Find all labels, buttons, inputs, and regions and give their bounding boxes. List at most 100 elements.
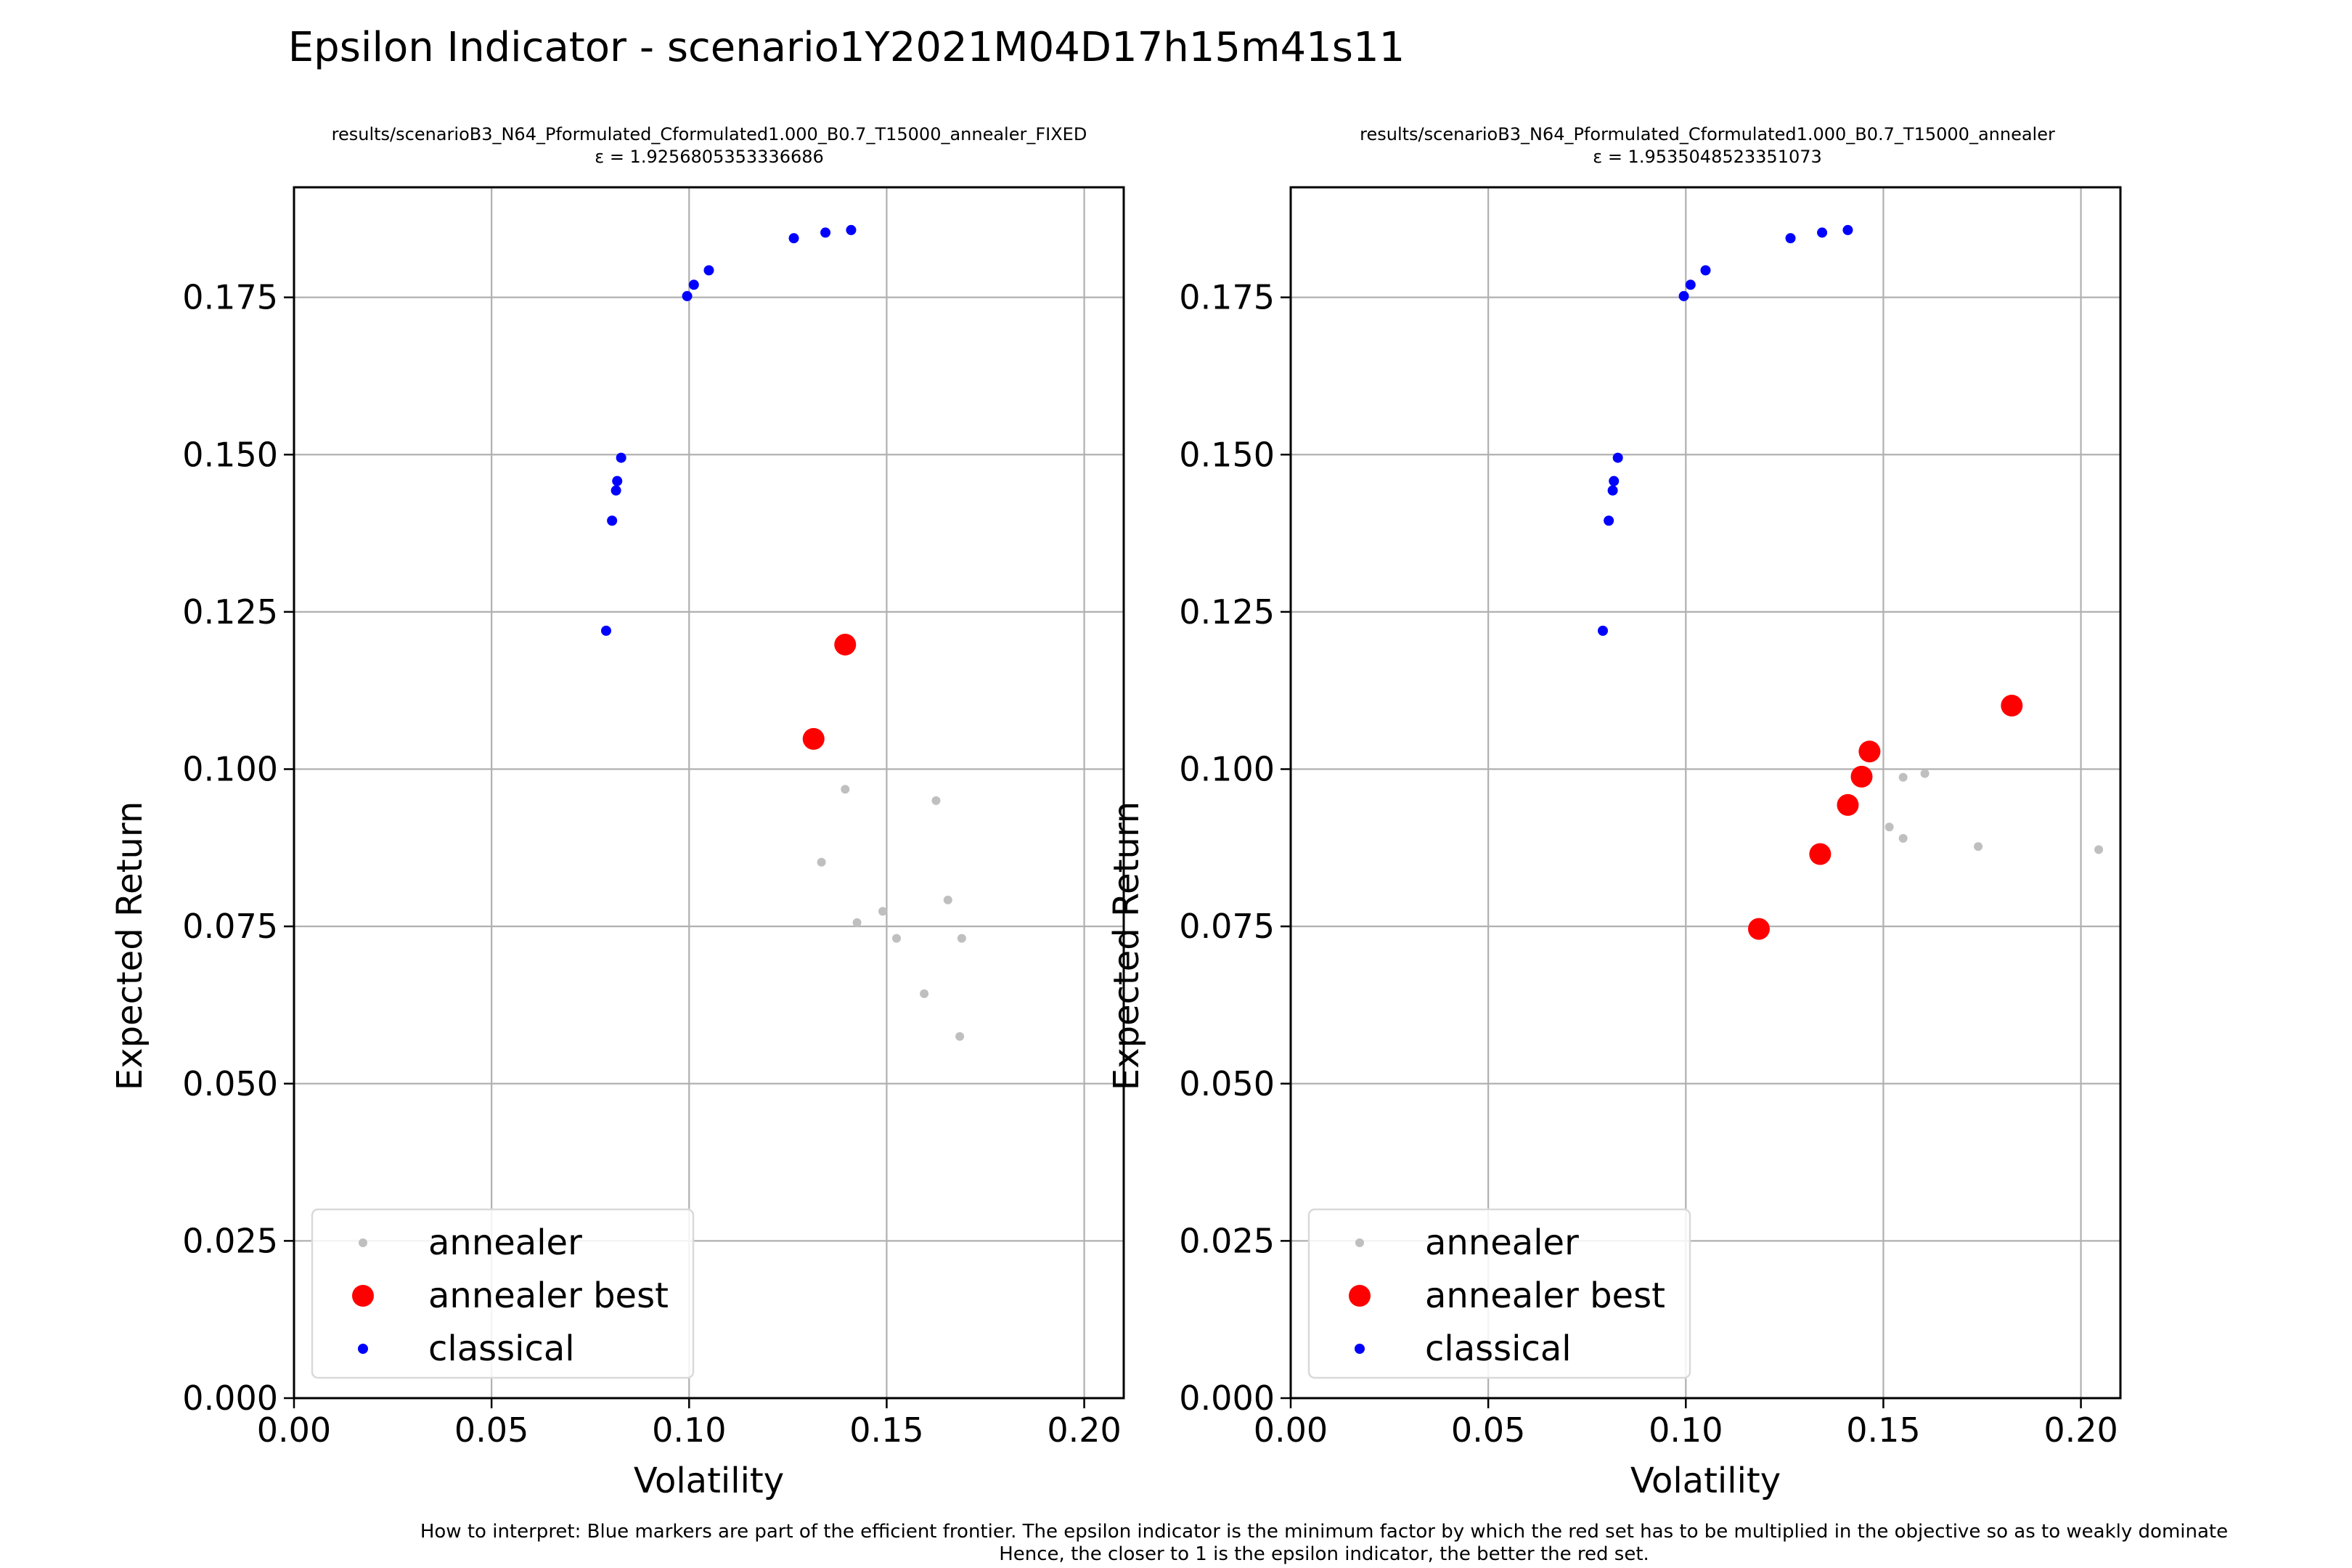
left-y-tick-label: 0.100 bbox=[182, 750, 278, 789]
right-annealer-point bbox=[1920, 769, 1930, 778]
footnote-line-2: Hence, the closer to 1 is the epsilon in… bbox=[999, 1543, 1649, 1565]
right-y-tick-label: 0.050 bbox=[1179, 1064, 1275, 1103]
right-annealer-best-point bbox=[1858, 740, 1881, 763]
right-x-tick-label: 0.15 bbox=[1846, 1410, 1920, 1450]
left-legend-classical-marker bbox=[358, 1344, 368, 1354]
left-annealer-point bbox=[955, 1032, 965, 1041]
right-legend-annealer-marker bbox=[1355, 1238, 1364, 1247]
right-annealer-point bbox=[1898, 772, 1908, 782]
left-plot-frame bbox=[293, 186, 1125, 1400]
left-y-tick-label: 0.150 bbox=[182, 435, 278, 474]
left-legend-annealer-best-marker bbox=[352, 1285, 374, 1307]
right-classical-point bbox=[1700, 265, 1711, 276]
left-y-tick-label: 0.000 bbox=[182, 1379, 278, 1418]
footnote-line-1: How to interpret: Blue markers are part … bbox=[420, 1521, 2228, 1543]
right-classical-point bbox=[1609, 475, 1620, 486]
left-x-axis-label: Volatility bbox=[634, 1461, 784, 1501]
left-y-tick-label: 0.175 bbox=[182, 278, 278, 317]
left-scatter-panel: results/scenarioB3_N64_Pformulated_Cform… bbox=[110, 124, 1125, 1501]
left-annealer-point bbox=[817, 857, 826, 867]
right-classical-point bbox=[1604, 515, 1614, 526]
right-y-tick-label: 0.100 bbox=[1179, 750, 1275, 789]
left-legend-annealer-best-label: annealer best bbox=[428, 1275, 669, 1316]
left-classical-point bbox=[607, 515, 618, 526]
left-annealer-point bbox=[878, 907, 887, 916]
left-legend-annealer-marker bbox=[359, 1238, 367, 1247]
left-classical-point bbox=[612, 475, 623, 486]
left-x-tick-label: 0.10 bbox=[652, 1410, 726, 1450]
left-y-tick-label: 0.025 bbox=[182, 1221, 278, 1260]
left-annealer-point bbox=[931, 796, 941, 805]
right-classical-point bbox=[1685, 279, 1696, 290]
left-classical-point bbox=[788, 233, 799, 244]
right-y-tick-label: 0.000 bbox=[1179, 1379, 1275, 1418]
left-classical-point bbox=[846, 224, 857, 235]
right-x-tick-label: 0.10 bbox=[1649, 1410, 1723, 1450]
right-y-axis-label: Expected Return bbox=[1106, 801, 1147, 1090]
right-y-tick-label: 0.175 bbox=[1179, 278, 1275, 317]
left-classical-point bbox=[703, 265, 714, 276]
left-x-tick-label: 0.00 bbox=[257, 1410, 331, 1450]
left-x-tick-label: 0.20 bbox=[1047, 1410, 1121, 1450]
left-classical-point bbox=[820, 227, 831, 238]
right-annealer-best-point bbox=[1809, 843, 1832, 865]
left-classical-point bbox=[682, 290, 693, 301]
left-panel-epsilon: ε = 1.9256805353336686 bbox=[595, 147, 824, 167]
right-annealer-point bbox=[1898, 833, 1908, 843]
right-classical-point bbox=[1817, 227, 1828, 238]
right-classical-point bbox=[1612, 452, 1623, 463]
right-annealer-best-point bbox=[1837, 793, 1859, 816]
left-annealer-best-point bbox=[834, 633, 857, 656]
left-y-tick-label: 0.050 bbox=[182, 1064, 278, 1103]
right-legend-classical-label: classical bbox=[1425, 1328, 1572, 1369]
left-y-tick-label: 0.125 bbox=[182, 592, 278, 632]
right-annealer-best-point bbox=[2001, 694, 2023, 716]
right-annealer-point bbox=[2094, 845, 2104, 854]
right-y-tick-label: 0.150 bbox=[1179, 435, 1275, 474]
right-x-tick-label: 0.00 bbox=[1254, 1410, 1328, 1450]
right-plot-frame bbox=[1289, 186, 2122, 1400]
left-classical-point bbox=[616, 452, 626, 463]
right-y-tick-label: 0.125 bbox=[1179, 592, 1275, 632]
left-annealer-point bbox=[943, 895, 952, 905]
left-classical-point bbox=[611, 485, 621, 496]
right-classical-point bbox=[1607, 485, 1618, 496]
right-panel-epsilon: ε = 1.9535048523351073 bbox=[1593, 147, 1822, 167]
right-classical-point bbox=[1597, 625, 1608, 636]
right-scatter-panel: results/scenarioB3_N64_Pformulated_Cform… bbox=[1106, 124, 2122, 1501]
figure-title: Epsilon Indicator - scenario1Y2021M04D17… bbox=[288, 24, 1405, 71]
right-annealer-point bbox=[1885, 822, 1894, 832]
left-y-tick-label: 0.075 bbox=[182, 907, 278, 946]
left-annealer-best-point bbox=[802, 727, 825, 750]
left-y-axis-label: Expected Return bbox=[110, 801, 150, 1090]
right-legend-annealer-best-label: annealer best bbox=[1425, 1275, 1665, 1316]
right-y-tick-label: 0.025 bbox=[1179, 1221, 1275, 1260]
left-x-tick-label: 0.05 bbox=[454, 1410, 528, 1450]
right-panel-title: results/scenarioB3_N64_Pformulated_Cform… bbox=[1360, 124, 2055, 144]
right-x-axis-label: Volatility bbox=[1630, 1461, 1781, 1501]
left-annealer-point bbox=[841, 785, 850, 794]
left-annealer-point bbox=[892, 934, 902, 943]
left-legend-box bbox=[311, 1208, 695, 1379]
left-legend-classical-label: classical bbox=[428, 1328, 575, 1369]
right-legend-annealer-best-marker bbox=[1349, 1285, 1371, 1307]
right-x-tick-label: 0.20 bbox=[2043, 1410, 2118, 1450]
left-legend-annealer-label: annealer bbox=[428, 1222, 582, 1263]
right-legend-box bbox=[1307, 1208, 1691, 1379]
left-panel-title: results/scenarioB3_N64_Pformulated_Cform… bbox=[332, 124, 1087, 144]
left-classical-point bbox=[688, 279, 699, 290]
right-annealer-best-point bbox=[1850, 765, 1873, 788]
right-classical-point bbox=[1785, 233, 1796, 244]
right-annealer-best-point bbox=[1747, 918, 1770, 940]
right-classical-point bbox=[1842, 224, 1853, 235]
left-x-tick-label: 0.15 bbox=[849, 1410, 923, 1450]
right-legend-annealer-label: annealer bbox=[1425, 1222, 1579, 1263]
left-annealer-point bbox=[957, 934, 966, 943]
left-annealer-point bbox=[852, 918, 862, 927]
right-annealer-point bbox=[1974, 842, 1983, 852]
right-legend-classical-marker bbox=[1355, 1344, 1365, 1354]
right-y-tick-label: 0.075 bbox=[1179, 907, 1275, 946]
left-classical-point bbox=[600, 625, 611, 636]
right-x-tick-label: 0.05 bbox=[1451, 1410, 1525, 1450]
